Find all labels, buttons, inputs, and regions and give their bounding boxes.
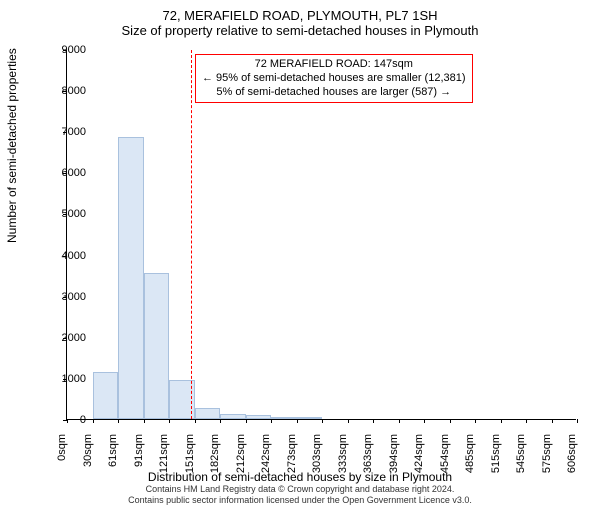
x-tick-mark	[144, 419, 145, 423]
reference-line	[191, 50, 192, 419]
histogram-bar	[271, 417, 297, 419]
y-tick-label: 2000	[46, 332, 86, 344]
x-tick-label: 91sqm	[133, 434, 145, 474]
x-tick-label: 363sqm	[362, 434, 374, 474]
x-tick-mark	[220, 419, 221, 423]
x-tick-mark	[271, 419, 272, 423]
x-tick-label: 515sqm	[490, 434, 502, 474]
annotation-line2: ← 95% of semi-detached houses are smalle…	[202, 72, 466, 86]
y-tick-label: 5000	[46, 208, 86, 220]
y-tick-label: 7000	[46, 126, 86, 138]
x-tick-mark	[93, 419, 94, 423]
chart-title-line1: 72, MERAFIELD ROAD, PLYMOUTH, PL7 1SH	[0, 8, 600, 23]
x-tick-label: 212sqm	[235, 434, 247, 474]
histogram-bar	[195, 408, 221, 419]
histogram-bar	[144, 273, 170, 419]
x-tick-mark	[169, 419, 170, 423]
x-tick-mark	[373, 419, 374, 423]
x-tick-mark	[424, 419, 425, 423]
y-tick-label: 6000	[46, 167, 86, 179]
histogram-bar	[246, 415, 272, 419]
x-tick-mark	[297, 419, 298, 423]
histogram-bar	[118, 137, 144, 419]
y-tick-label: 9000	[46, 44, 86, 56]
x-tick-label: 182sqm	[209, 434, 221, 474]
x-tick-label: 424sqm	[413, 434, 425, 474]
y-tick-label: 3000	[46, 291, 86, 303]
y-tick-label: 1000	[46, 373, 86, 385]
x-tick-mark	[246, 419, 247, 423]
x-tick-label: 394sqm	[388, 434, 400, 474]
histogram-bar	[220, 414, 246, 419]
x-tick-label: 0sqm	[56, 434, 68, 474]
x-tick-label: 485sqm	[464, 434, 476, 474]
footer-line1: Contains HM Land Registry data © Crown c…	[0, 484, 600, 495]
histogram-bar	[297, 417, 323, 419]
x-tick-mark	[577, 419, 578, 423]
x-tick-label: 303sqm	[311, 434, 323, 474]
x-tick-label: 575sqm	[541, 434, 553, 474]
annotation-box: 72 MERAFIELD ROAD: 147sqm ← 95% of semi-…	[195, 54, 473, 103]
y-tick-label: 8000	[46, 85, 86, 97]
x-tick-mark	[552, 419, 553, 423]
x-tick-mark	[475, 419, 476, 423]
x-tick-label: 151sqm	[184, 434, 196, 474]
x-tick-mark	[399, 419, 400, 423]
x-tick-mark	[195, 419, 196, 423]
x-tick-label: 121sqm	[158, 434, 170, 474]
y-tick-label: 4000	[46, 250, 86, 262]
x-tick-mark	[118, 419, 119, 423]
chart-title-line2: Size of property relative to semi-detach…	[0, 23, 600, 38]
histogram-bar	[93, 372, 119, 419]
footer: Contains HM Land Registry data © Crown c…	[0, 484, 600, 506]
footer-line2: Contains public sector information licen…	[0, 495, 600, 506]
y-tick-label: 0	[46, 414, 86, 426]
x-tick-label: 273sqm	[286, 434, 298, 474]
annotation-line1: 72 MERAFIELD ROAD: 147sqm	[202, 58, 466, 72]
x-tick-mark	[501, 419, 502, 423]
x-tick-mark	[526, 419, 527, 423]
x-tick-label: 545sqm	[515, 434, 527, 474]
y-axis-label: Number of semi-detached properties	[5, 48, 19, 243]
plot-area: 72 MERAFIELD ROAD: 147sqm ← 95% of semi-…	[66, 50, 576, 420]
x-tick-label: 242sqm	[260, 434, 272, 474]
x-tick-label: 606sqm	[566, 434, 578, 474]
x-tick-mark	[322, 419, 323, 423]
x-tick-label: 333sqm	[337, 434, 349, 474]
x-tick-label: 454sqm	[439, 434, 451, 474]
x-tick-mark	[450, 419, 451, 423]
x-tick-mark	[348, 419, 349, 423]
annotation-line3: 5% of semi-detached houses are larger (5…	[202, 86, 466, 100]
chart-container: 72, MERAFIELD ROAD, PLYMOUTH, PL7 1SH Si…	[0, 8, 600, 508]
x-tick-label: 61sqm	[107, 434, 119, 474]
x-tick-label: 30sqm	[82, 434, 94, 474]
